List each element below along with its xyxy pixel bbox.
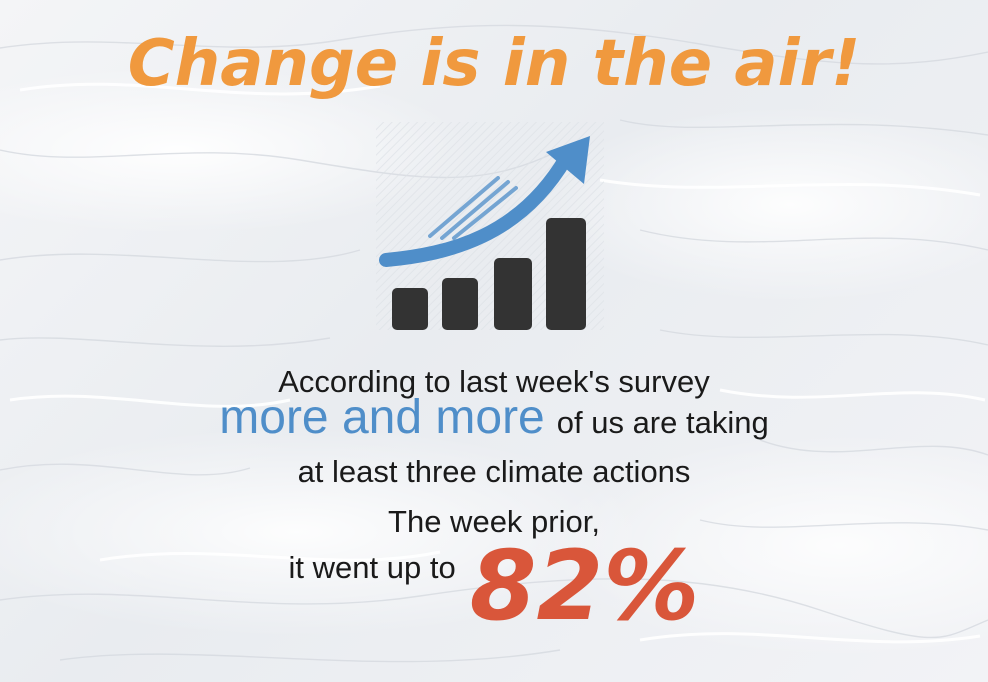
bar-2 [442, 278, 478, 330]
speed-lines [428, 176, 518, 240]
result-line: it went up to 82% [0, 538, 988, 634]
percentage-value: 82% [469, 530, 700, 642]
result-lead-text: it went up to [288, 550, 456, 585]
rising-bar-chart-with-arrow-icon [376, 122, 604, 330]
survey-line: According to last week's survey [278, 364, 710, 399]
climate-actions-line: at least three climate actions [297, 454, 691, 489]
arrow-head [546, 136, 590, 184]
bars [392, 218, 586, 330]
trend-line: more and more of us are taking [0, 391, 988, 444]
page-title: Change is in the air! [127, 27, 861, 101]
rising-arrow [379, 151, 573, 267]
bar-4 [546, 218, 586, 330]
bar-1 [392, 288, 428, 330]
week-prior-line: The week prior, [388, 504, 600, 539]
bar-3 [494, 258, 532, 330]
highlight-phrase: more and more [219, 391, 545, 444]
trend-line-rest: of us are taking [556, 405, 769, 440]
